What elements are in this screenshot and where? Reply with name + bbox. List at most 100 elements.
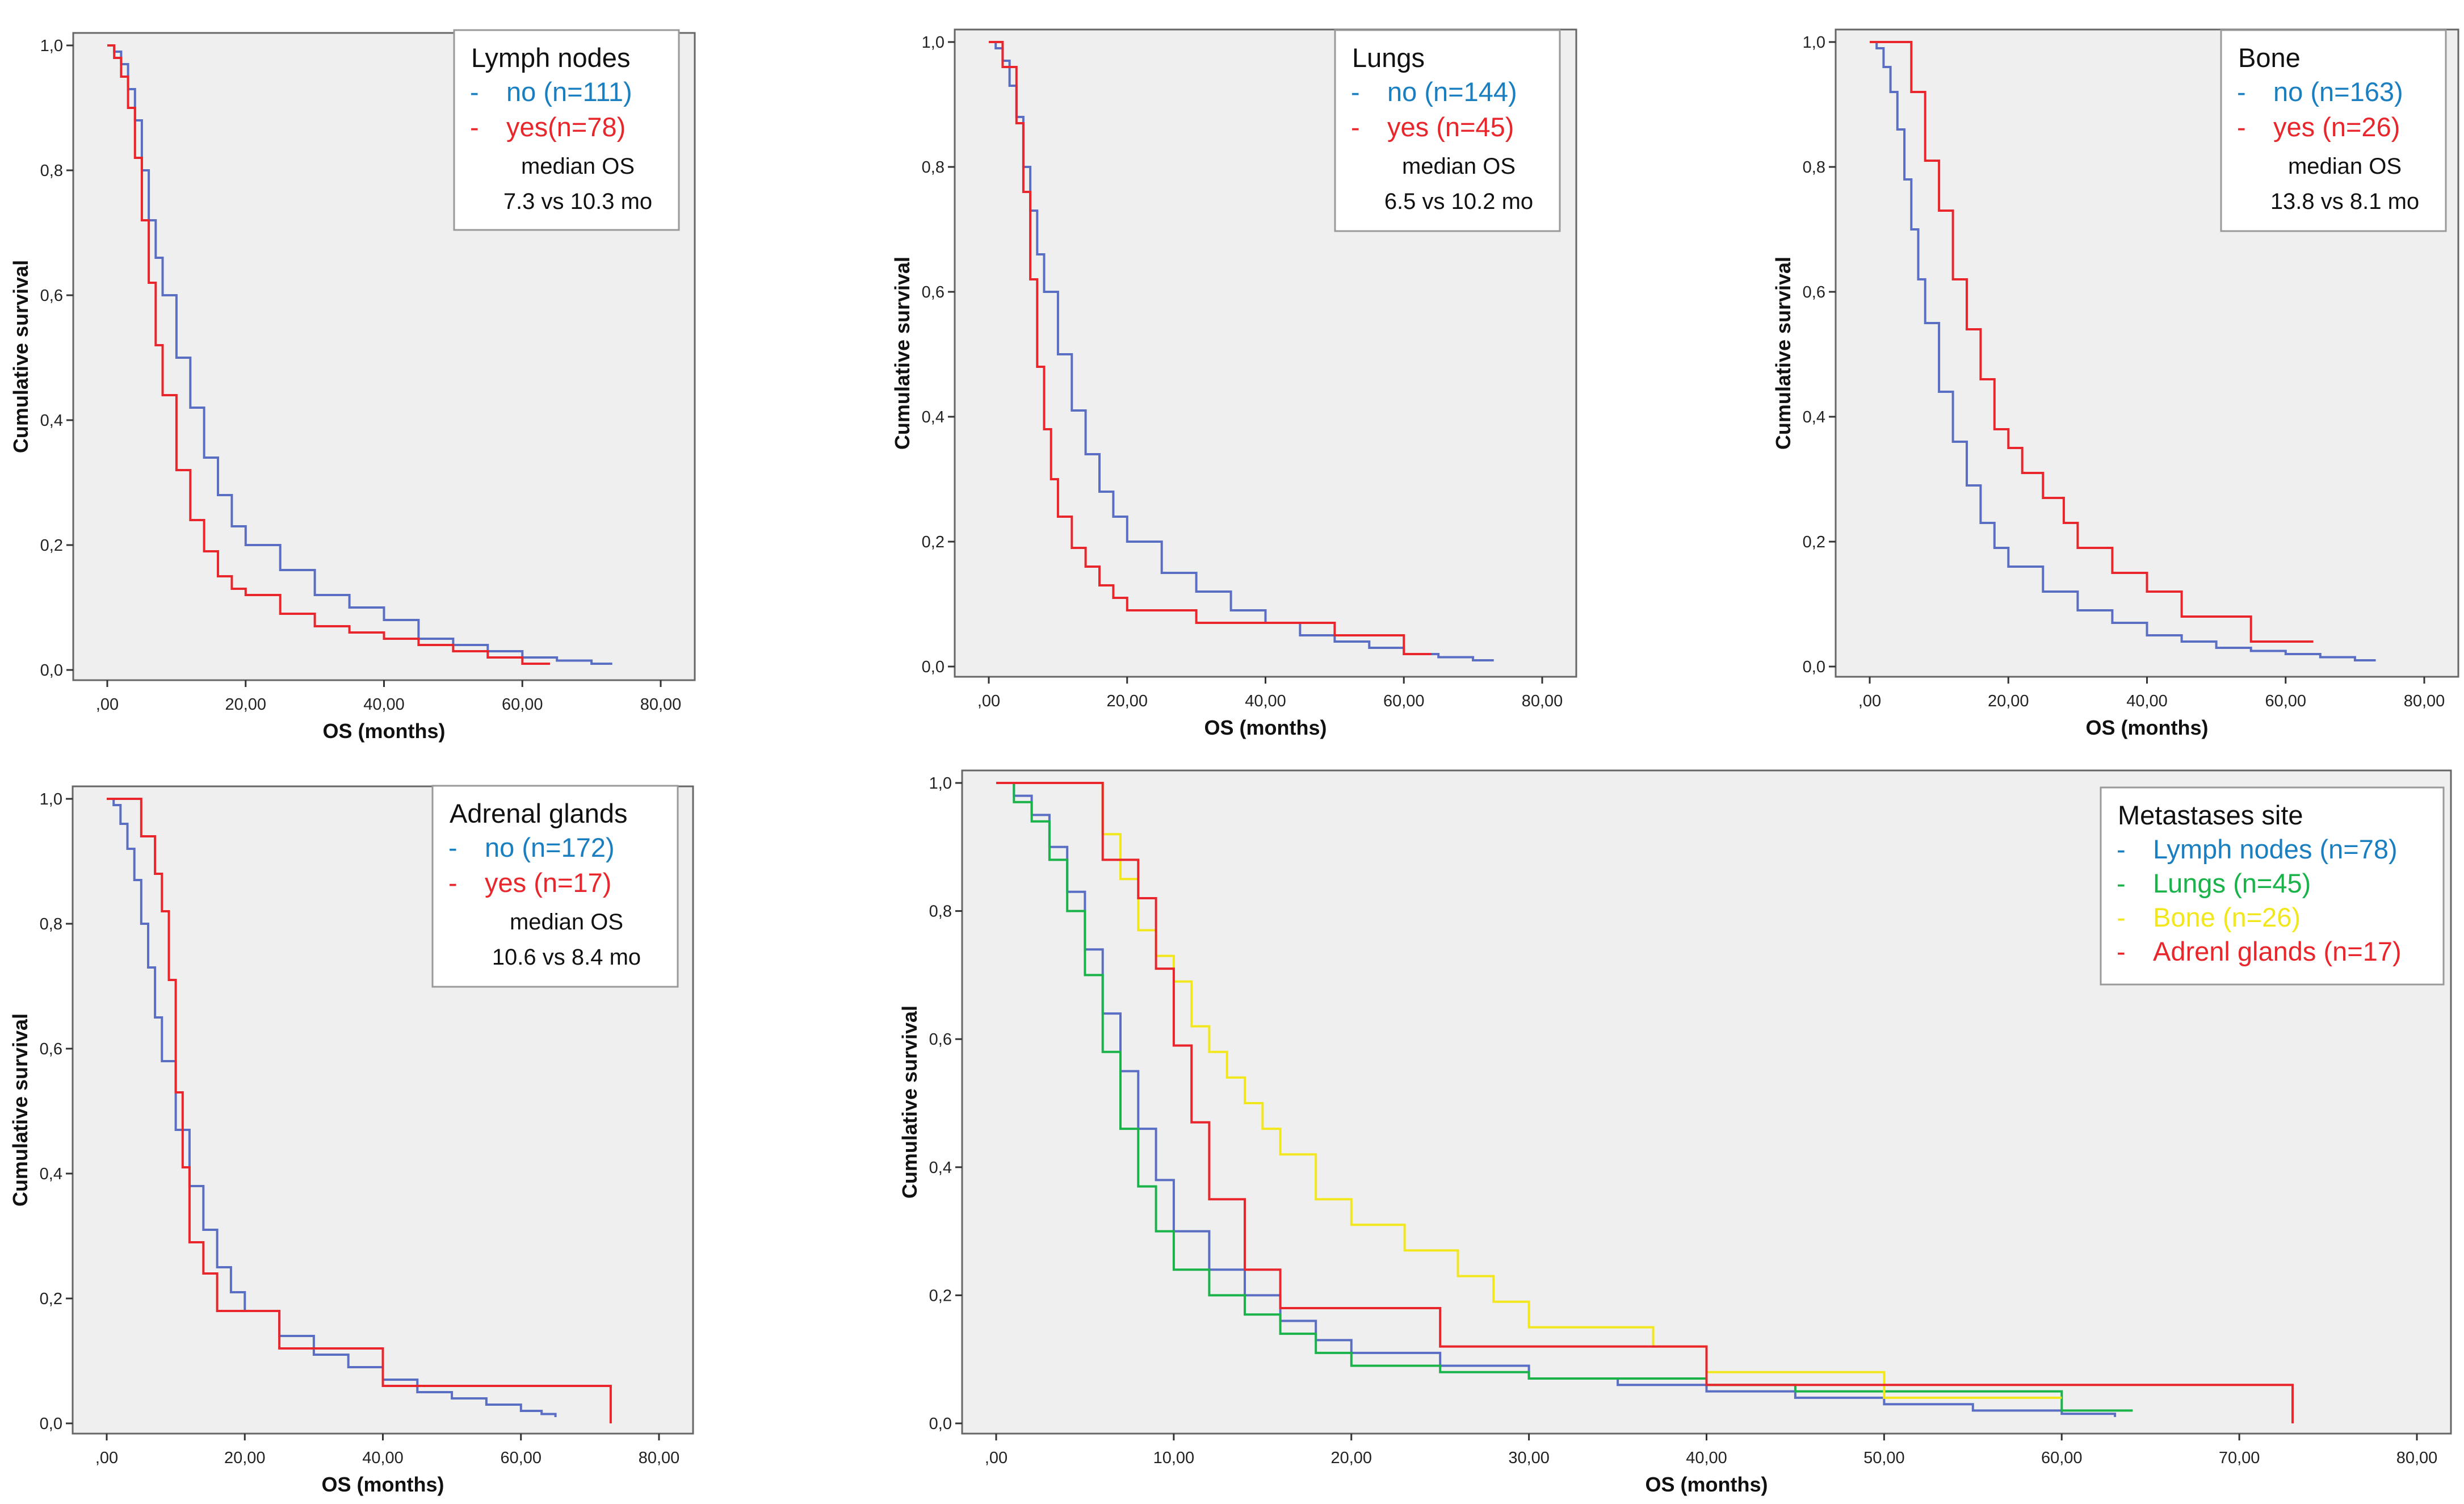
legend-box [2100, 786, 2445, 986]
legend-dash: - [2237, 77, 2246, 107]
legend-entry-label: Adrenl glands (n=17) [2153, 936, 2402, 966]
y-tick-label: 0,2 [40, 537, 63, 555]
legend-dash: - [2117, 902, 2126, 932]
y-tick-label: 1,0 [1803, 33, 1825, 52]
legend-entry-label: yes (n=26) [2273, 112, 2400, 142]
legend-dash: - [448, 832, 457, 862]
legend-entry-label: no (n=163) [2273, 77, 2403, 107]
panel-metastases-site: ,00 10,00 20,00 30,00 40,00 50,00 60,00 70,00 80… [898, 769, 2452, 1496]
legend-dash: - [2117, 834, 2126, 864]
x-tick-label: 20,00 [224, 1449, 266, 1467]
x-tick-label: 80,00 [640, 696, 682, 714]
y-tick-label: 0,8 [1803, 158, 1825, 177]
legend-entry-label: no (n=111) [506, 77, 632, 107]
y-tick-label: 0,4 [922, 408, 945, 426]
y-tick-label: 0,8 [40, 915, 62, 933]
x-tick-label: ,00 [96, 696, 119, 714]
series-line-yes [1870, 41, 2314, 643]
x-tick-label: 60,00 [2041, 1449, 2083, 1467]
series-line-no [989, 41, 1494, 661]
y-tick-label: 0,8 [40, 162, 63, 180]
y-tick-label: 0,0 [40, 661, 63, 680]
y-tick-label: 0,4 [929, 1159, 952, 1177]
y-tick-label: 0,6 [1803, 283, 1825, 301]
y-tick-label: 0,8 [929, 903, 952, 921]
x-tick-label: 80,00 [639, 1449, 680, 1467]
legend-note-values: 6.5 vs 10.2 mo [1384, 189, 1533, 214]
y-tick-label: 0,2 [1803, 533, 1825, 551]
x-tick-label: 60,00 [502, 696, 543, 714]
y-axis-title: Cumulative survival [9, 260, 32, 453]
x-tick-label: 80,00 [1522, 692, 1563, 710]
x-axis-title: OS (months) [322, 1473, 444, 1496]
x-tick-label: 10,00 [1153, 1449, 1195, 1467]
y-tick-label: 1,0 [40, 37, 63, 55]
x-tick-label: 50,00 [1863, 1449, 1905, 1467]
y-tick-label: 0,6 [929, 1030, 952, 1049]
series-line-adrenl-glands [996, 782, 2294, 1423]
x-tick-label: 40,00 [1686, 1449, 1727, 1467]
series-line-bone [996, 782, 2062, 1399]
y-tick-label: 0,2 [40, 1290, 62, 1308]
legend-note-median-os: median OS [2288, 154, 2402, 179]
y-tick-label: 1,0 [929, 774, 952, 793]
series-line-no [107, 798, 557, 1417]
y-tick-label: 0,4 [40, 1165, 62, 1183]
panel-lymph-nodes: ,00 20,00 40,00 60,00 80,00 0,0 0,2 0,4 0,6 0,8 1,… [9, 29, 696, 743]
legend-entry-label: Lungs (n=45) [2153, 868, 2311, 898]
x-tick-label: 20,00 [1330, 1449, 1372, 1467]
legend-box [2220, 29, 2447, 232]
legend-entry-label: yes(n=78) [506, 112, 626, 142]
legend-dash: - [2117, 868, 2126, 898]
legend-dash: - [470, 112, 479, 142]
y-tick-label: 0,0 [929, 1415, 952, 1433]
legend-dash: - [1351, 112, 1360, 142]
legend-dash: - [1351, 77, 1360, 107]
legend-note-values: 13.8 vs 8.1 mo [2270, 189, 2419, 214]
y-tick-label: 0,6 [40, 1040, 62, 1058]
x-tick-label: 80,00 [2396, 1449, 2438, 1467]
legend-box [431, 785, 679, 988]
x-axis-title: OS (months) [1646, 1473, 1768, 1496]
legend-dash: - [470, 77, 479, 107]
legend-title: Lungs [1352, 43, 1425, 73]
legend-dash: - [448, 868, 457, 898]
legend-entry-label: no (n=144) [1387, 77, 1517, 107]
legend-box [453, 29, 680, 231]
legend-title: Adrenal glands [450, 798, 628, 828]
x-tick-label: 70,00 [2219, 1449, 2260, 1467]
series-line-no [1870, 41, 2376, 661]
y-tick-label: 0,6 [40, 287, 63, 305]
legend-title: Metastases site [2118, 800, 2303, 830]
y-tick-label: 0,0 [40, 1415, 62, 1433]
y-tick-label: 0,2 [929, 1287, 952, 1305]
legend-note-values: 7.3 vs 10.3 mo [503, 189, 652, 214]
legend-box [1334, 29, 1561, 232]
x-axis-title: OS (months) [323, 719, 446, 743]
y-axis-title: Cumulative survival [9, 1013, 32, 1206]
series-line-yes [107, 798, 612, 1423]
legend-entry-label: Bone (n=26) [2153, 902, 2301, 932]
x-tick-label: ,00 [985, 1449, 1008, 1467]
y-tick-label: 0,4 [40, 412, 63, 430]
legend-entry-label: yes (n=45) [1387, 112, 1514, 142]
y-tick-label: 0,6 [922, 283, 945, 301]
x-tick-label: ,00 [1858, 692, 1881, 710]
y-axis-title: Cumulative survival [898, 1006, 921, 1199]
x-axis-title: OS (months) [2086, 716, 2209, 739]
x-tick-label: ,00 [977, 692, 1000, 710]
x-tick-label: 80,00 [2404, 692, 2445, 710]
x-tick-label: 60,00 [2265, 692, 2306, 710]
x-tick-label: 40,00 [2126, 692, 2168, 710]
legend-entry-label: yes (n=17) [485, 868, 611, 898]
y-tick-label: 0,0 [922, 658, 945, 676]
legend-note-median-os: median OS [510, 910, 623, 935]
panel-bone: ,00 20,00 40,00 60,00 80,00 0,0 0,2 0,4 0,6 0,8 1,… [1772, 28, 2459, 739]
x-tick-label: 40,00 [1245, 692, 1286, 710]
y-tick-label: 1,0 [922, 33, 945, 52]
panel-lungs: ,00 20,00 40,00 60,00 80,00 0,0 0,2 0,4 0,6 0,8 1,… [891, 28, 1577, 739]
legend-dash: - [2237, 112, 2246, 142]
legend-note-median-os: median OS [1402, 154, 1516, 179]
legend-note-values: 10.6 vs 8.4 mo [492, 945, 641, 970]
